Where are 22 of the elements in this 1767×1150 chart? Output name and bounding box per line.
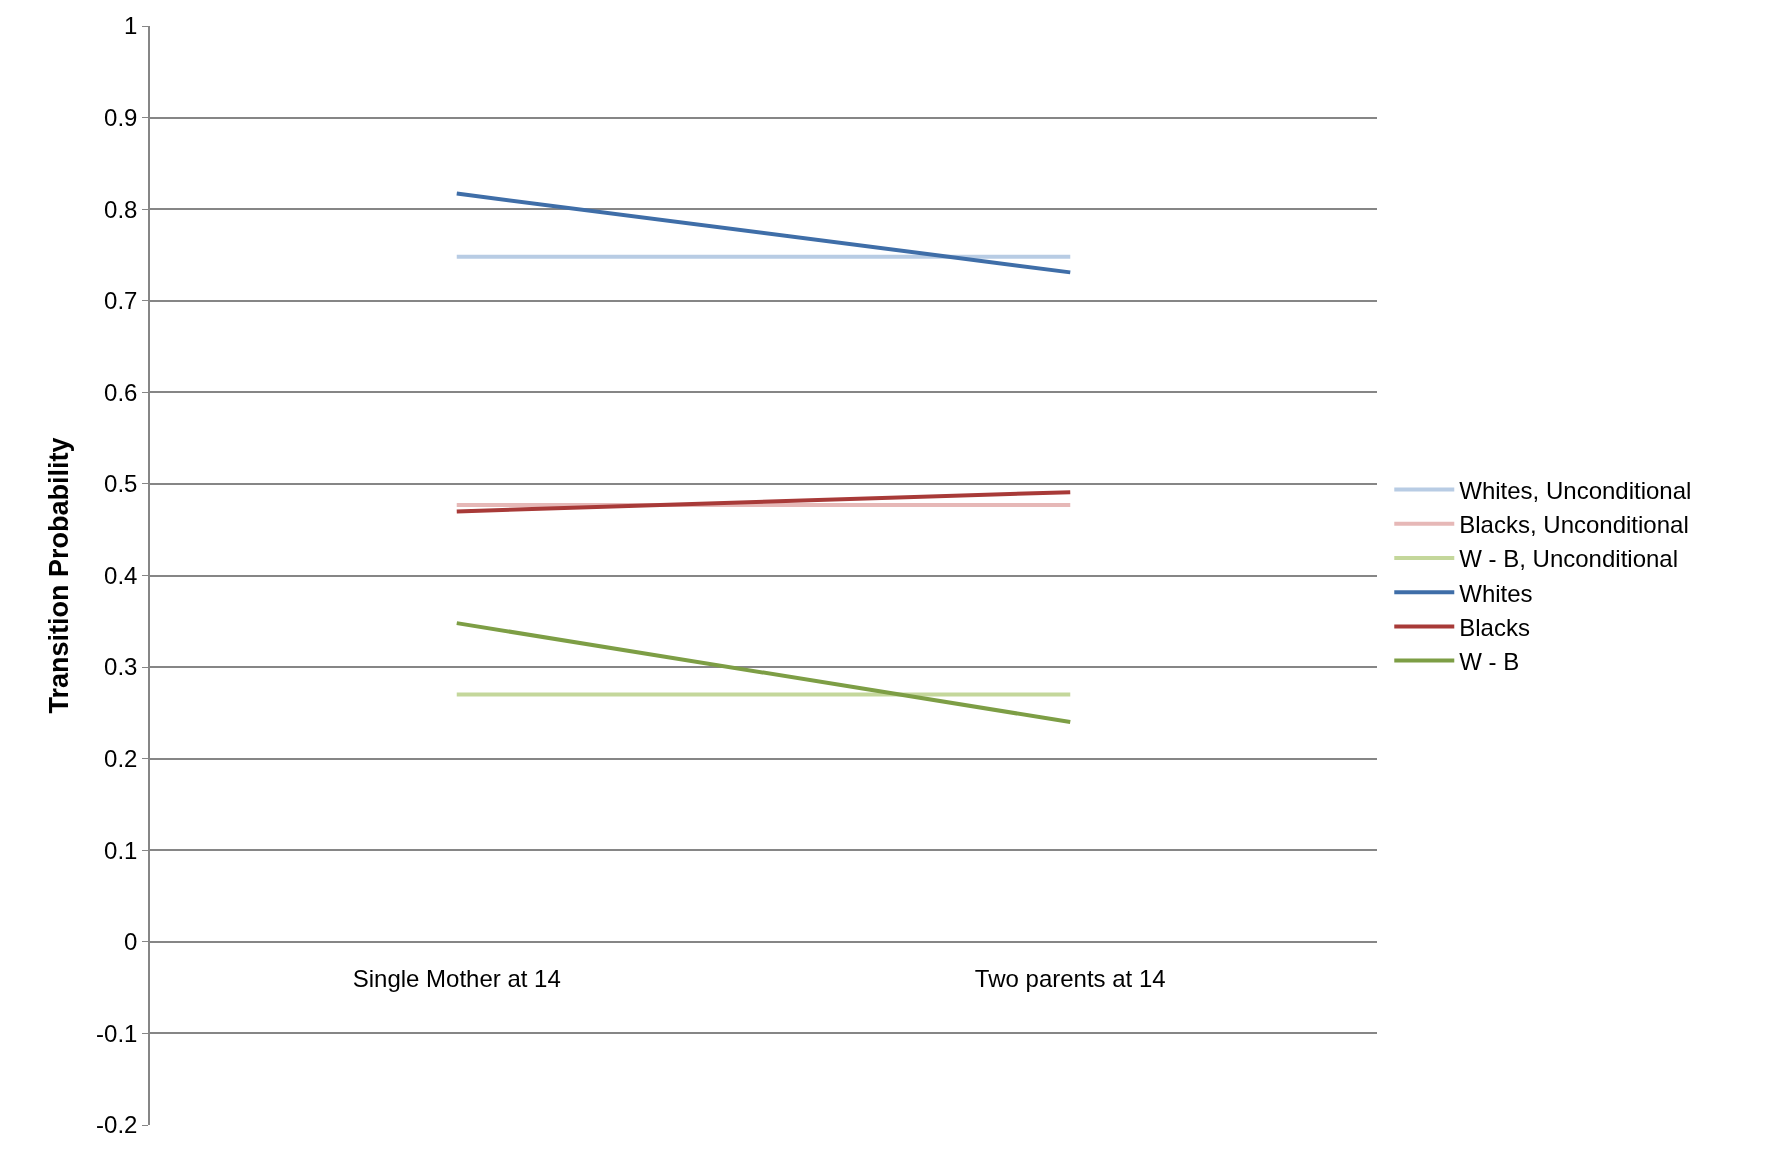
y-tick-label: 0.9 bbox=[104, 103, 138, 131]
y-tick-label: 0.8 bbox=[104, 195, 138, 223]
legend-label: Blacks, Unconditional bbox=[1459, 511, 1689, 539]
x-tick-label: Two parents at 14 bbox=[974, 964, 1166, 992]
legend-label: Blacks bbox=[1459, 613, 1530, 641]
legend-label: W - B bbox=[1459, 647, 1520, 675]
y-tick-label: 0.4 bbox=[104, 561, 138, 589]
y-axis-title: Transition Probability bbox=[43, 437, 74, 714]
y-tick-label: 0.6 bbox=[104, 378, 138, 406]
y-tick-label: 0.1 bbox=[104, 836, 138, 864]
y-tick-label: -0.2 bbox=[96, 1111, 138, 1139]
legend-label: W - B, Unconditional bbox=[1459, 545, 1679, 573]
y-tick-label: 0.7 bbox=[104, 287, 138, 315]
x-tick-label: Single Mother at 14 bbox=[352, 964, 561, 992]
y-tick-label: 0 bbox=[124, 928, 138, 956]
legend-label: Whites, Unconditional bbox=[1459, 476, 1692, 504]
y-tick-label: 0.5 bbox=[104, 470, 138, 498]
y-tick-label: 0.3 bbox=[104, 653, 138, 681]
y-tick-label: -0.1 bbox=[96, 1019, 138, 1047]
legend-label: Whites bbox=[1459, 579, 1533, 607]
y-tick-label: 1 bbox=[124, 12, 138, 40]
y-tick-label: 0.2 bbox=[104, 745, 138, 773]
